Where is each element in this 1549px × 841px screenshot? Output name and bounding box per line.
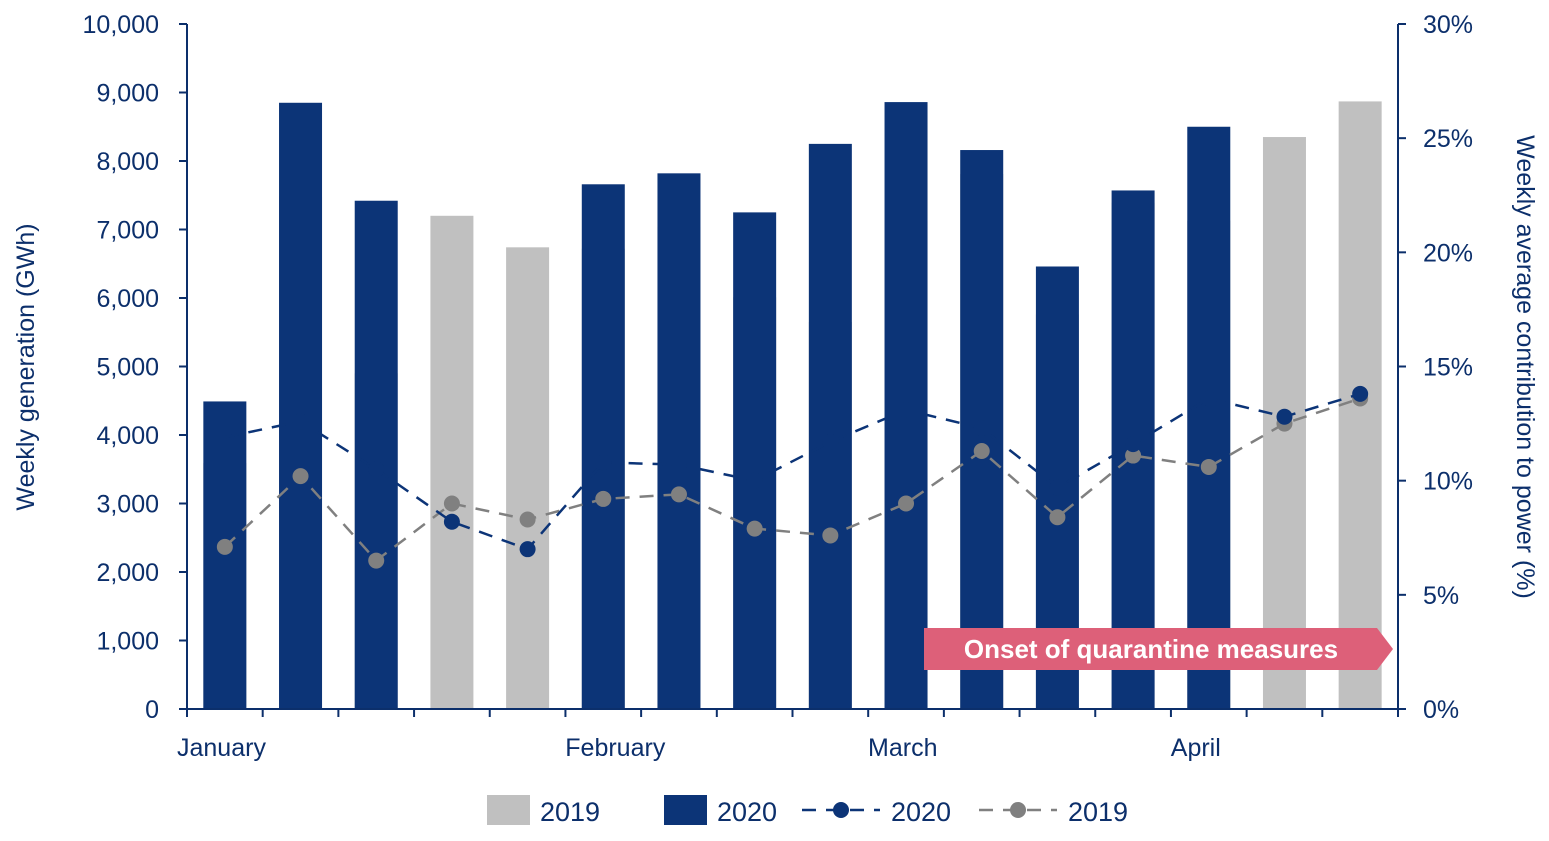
point-2019 bbox=[1125, 447, 1142, 464]
legend-item-2020-line: 2020 bbox=[802, 797, 951, 827]
y2-tick-label: 25% bbox=[1423, 125, 1473, 153]
legend-item-2020-bar: 2020 bbox=[664, 795, 777, 827]
point-2019 bbox=[898, 495, 915, 512]
y-tick-label: 7,000 bbox=[96, 217, 159, 245]
point-2019 bbox=[1200, 458, 1217, 475]
line-2019-gray bbox=[223, 397, 1361, 563]
annotation-callout: Onset of quarantine measures bbox=[924, 628, 1393, 670]
y-tick-label: 8,000 bbox=[96, 148, 159, 176]
y-tick-label: 1,000 bbox=[96, 628, 159, 656]
point-2020 bbox=[670, 456, 687, 473]
callout-arrow bbox=[924, 628, 1393, 670]
y-tick-label: 5,000 bbox=[96, 354, 159, 382]
legend-swatch-2020-bar bbox=[664, 795, 707, 825]
point-2019 bbox=[368, 552, 385, 569]
point-2020 bbox=[822, 433, 839, 450]
right-axis: 0% 5% 10% 15% 20% 25% 30% bbox=[1397, 11, 1473, 724]
bars-2020 bbox=[203, 102, 1231, 710]
y-tick-label: 4,000 bbox=[96, 422, 159, 450]
y-tick-label: 0 bbox=[145, 696, 159, 724]
point-2020 bbox=[1276, 408, 1293, 425]
bar-2020 bbox=[203, 401, 247, 709]
point-2019 bbox=[292, 468, 309, 485]
point-2020 bbox=[443, 513, 460, 530]
x-month-label: March bbox=[868, 734, 937, 762]
y-axis-title: Weekly generation (GWh) bbox=[12, 223, 40, 510]
point-2019 bbox=[746, 520, 763, 537]
point-2019 bbox=[1049, 509, 1066, 526]
y-tick-label: 6,000 bbox=[96, 285, 159, 313]
y2-tick-label: 30% bbox=[1423, 11, 1473, 39]
y2-axis-title: Weekly average contribution to power (%) bbox=[1511, 135, 1539, 599]
bar-2020 bbox=[808, 143, 852, 709]
point-2019 bbox=[519, 511, 536, 528]
legend-item-2019-bar: 2019 bbox=[487, 795, 600, 827]
legend-label-2020-bar: 2020 bbox=[717, 797, 777, 827]
left-axis: 0 1,000 2,000 3,000 4,000 5,000 6,000 7,000 8,00… bbox=[83, 11, 188, 724]
y2-tick-label: 0% bbox=[1423, 696, 1459, 724]
bar-2020 bbox=[354, 200, 398, 710]
y-tick-label: 3,000 bbox=[96, 491, 159, 519]
line-series bbox=[216, 385, 1369, 569]
legend-marker-2019 bbox=[1010, 802, 1026, 818]
point-2020 bbox=[595, 454, 612, 471]
legend: 2019 2020 2020 2019 bbox=[487, 795, 1128, 827]
point-2020 bbox=[292, 413, 309, 430]
line-2020-blue bbox=[224, 392, 1361, 551]
y-tick-label: 2,000 bbox=[96, 559, 159, 587]
bar-2020 bbox=[733, 212, 777, 709]
point-2020 bbox=[1125, 436, 1142, 453]
bar-2019 bbox=[506, 247, 550, 709]
point-2019 bbox=[443, 495, 460, 512]
y-tick-label: 10,000 bbox=[83, 11, 159, 39]
x-month-label: February bbox=[565, 734, 666, 762]
callout-label: Onset of quarantine measures bbox=[964, 634, 1338, 664]
point-2020 bbox=[519, 541, 536, 558]
legend-item-2019-line: 2019 bbox=[979, 797, 1128, 827]
bar-2020 bbox=[279, 102, 323, 709]
point-2020 bbox=[1200, 390, 1217, 407]
point-2020 bbox=[746, 472, 763, 489]
legend-label-2019-line: 2019 bbox=[1068, 797, 1128, 827]
legend-label-2020-line: 2020 bbox=[891, 797, 951, 827]
point-2020 bbox=[1352, 385, 1369, 402]
bar-2020 bbox=[581, 184, 625, 710]
x-month-label: April bbox=[1171, 734, 1221, 762]
y2-tick-label: 15% bbox=[1423, 354, 1473, 382]
legend-swatch-2019-bar bbox=[487, 795, 530, 825]
point-2020 bbox=[898, 401, 915, 418]
point-2020 bbox=[1049, 479, 1066, 496]
point-2019 bbox=[595, 490, 612, 507]
bar-2020 bbox=[1187, 126, 1231, 709]
y2-tick-label: 10% bbox=[1423, 468, 1473, 496]
legend-marker-2020 bbox=[833, 802, 849, 818]
y-tick-label: 9,000 bbox=[96, 80, 159, 108]
point-2020 bbox=[973, 420, 990, 437]
y2-tick-label: 20% bbox=[1423, 239, 1473, 267]
bar-2019 bbox=[430, 215, 474, 710]
x-month-label: January bbox=[177, 734, 266, 762]
bar-2020 bbox=[657, 173, 701, 709]
point-2019 bbox=[216, 538, 233, 555]
point-2019 bbox=[670, 486, 687, 503]
legend-label-2019-bar: 2019 bbox=[540, 797, 600, 827]
y2-tick-label: 5% bbox=[1423, 582, 1459, 610]
point-2019 bbox=[973, 442, 990, 459]
point-2020 bbox=[368, 461, 385, 478]
x-axis: January February March April bbox=[177, 708, 1399, 762]
point-2019 bbox=[822, 527, 839, 544]
